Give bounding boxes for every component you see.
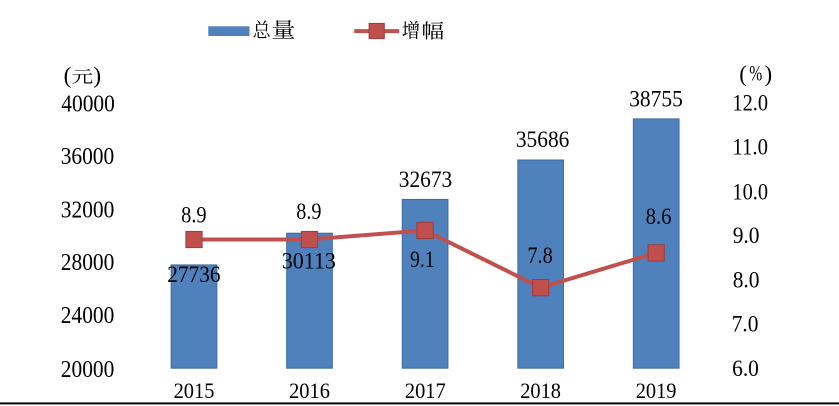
svg-text:36000: 36000 [61,143,115,170]
svg-text:35686: 35686 [516,127,570,153]
svg-text:8.0: 8.0 [733,268,760,293]
svg-text:10.0: 10.0 [732,179,768,204]
svg-text:32673: 32673 [399,167,452,193]
svg-text:8.6: 8.6 [646,204,672,229]
svg-text:): ) [765,62,773,87]
svg-text:2018: 2018 [520,378,561,403]
svg-text:2015: 2015 [174,378,215,403]
svg-text:6.0: 6.0 [732,356,759,381]
svg-text:9.1: 9.1 [410,247,435,272]
svg-text:): ) [93,63,101,89]
svg-text:(: ( [64,63,72,89]
svg-text:7.8: 7.8 [527,243,553,268]
svg-text:2016: 2016 [289,378,330,403]
svg-text:8.9: 8.9 [296,199,321,224]
svg-text:12.0: 12.0 [732,91,768,116]
svg-text:2017: 2017 [405,378,446,403]
svg-text:%: % [749,61,762,86]
svg-text:30113: 30113 [282,248,336,274]
svg-text:9.0: 9.0 [733,223,760,248]
svg-text:28000: 28000 [61,249,115,276]
svg-text:11.0: 11.0 [732,135,768,160]
svg-text:(: ( [739,62,747,87]
svg-text:38755: 38755 [629,86,683,112]
svg-text:8.9: 8.9 [181,203,207,228]
svg-text:27736: 27736 [167,262,220,288]
svg-text:2019: 2019 [636,378,677,403]
svg-text:32000: 32000 [61,197,115,224]
svg-text:7.0: 7.0 [732,312,759,337]
svg-text:24000: 24000 [61,302,115,329]
svg-text:40000: 40000 [61,91,115,118]
svg-text:20000: 20000 [61,356,115,383]
